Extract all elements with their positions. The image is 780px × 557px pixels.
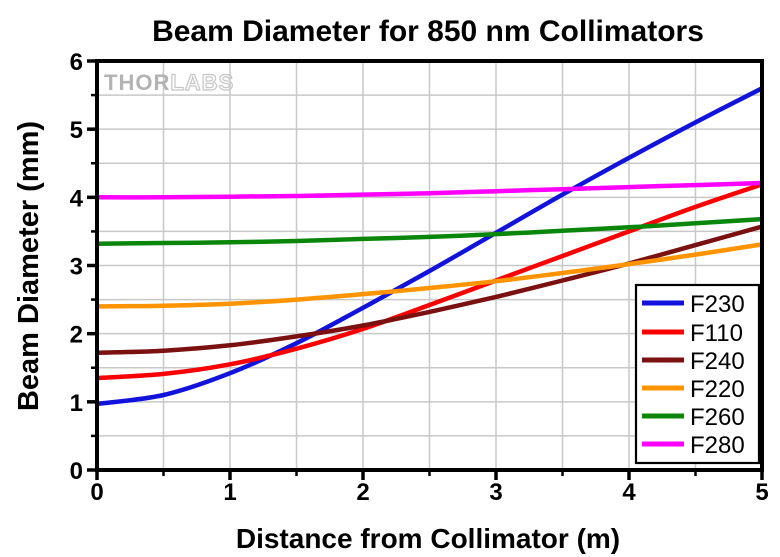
- x-tick-label: 3: [489, 479, 502, 506]
- y-tick-label: 4: [70, 185, 84, 212]
- data-series-lines: [96, 86, 764, 407]
- x-tick-label: 4: [622, 479, 636, 506]
- legend: F230 F110 F240 F220 F260 F280: [634, 283, 761, 465]
- y-tick-label: 6: [70, 49, 83, 76]
- thorlabs-watermark: THORLABS: [104, 70, 234, 95]
- y-axis-label: Beam Diameter (mm): [13, 121, 45, 411]
- legend-item-f220: F220: [642, 376, 745, 403]
- y-tick-label: 3: [70, 254, 83, 281]
- series-line-f260: [96, 216, 763, 246]
- y-tick-label: 0: [70, 458, 83, 485]
- plot-frame: [95, 59, 764, 472]
- legend-label-f220: F220: [690, 376, 745, 403]
- x-axis-label: Distance from Collimator (m): [236, 523, 620, 554]
- x-tick-label: 1: [223, 479, 236, 506]
- legend-label-f240: F240: [690, 348, 745, 375]
- x-tick-label: 2: [356, 479, 369, 506]
- x-tick-label: 0: [90, 479, 103, 506]
- legend-label-f230: F230: [690, 291, 745, 318]
- legend-label-f260: F260: [690, 404, 745, 431]
- watermark-solid-text: THOR: [104, 70, 170, 95]
- legend-item-f280: F280: [642, 432, 745, 459]
- series-line-f280: [96, 180, 763, 200]
- series-line-f240: [96, 224, 763, 356]
- watermark-outline-text: LABS: [170, 70, 234, 95]
- legend-item-f110: F110: [642, 320, 743, 347]
- series-line-f230: [96, 86, 764, 407]
- legend-item-f230: F230: [642, 291, 745, 318]
- y-tick-label: 5: [70, 117, 83, 144]
- legend-item-f240: F240: [642, 348, 745, 375]
- legend-label-f280: F280: [690, 432, 745, 459]
- legend-label-f110: F110: [690, 320, 743, 347]
- y-tick-label: 2: [70, 322, 83, 349]
- legend-box: [634, 283, 761, 465]
- series-line-f220: [96, 242, 763, 309]
- chart-title: Beam Diameter for 850 nm Collimators: [152, 15, 704, 48]
- y-tick-label: 1: [70, 390, 83, 417]
- legend-item-f260: F260: [642, 404, 745, 431]
- x-tick-label: 5: [755, 479, 768, 506]
- tick-labels: 0 1 2 3 4 5 0 1 2 3 4 5 6: [70, 49, 769, 506]
